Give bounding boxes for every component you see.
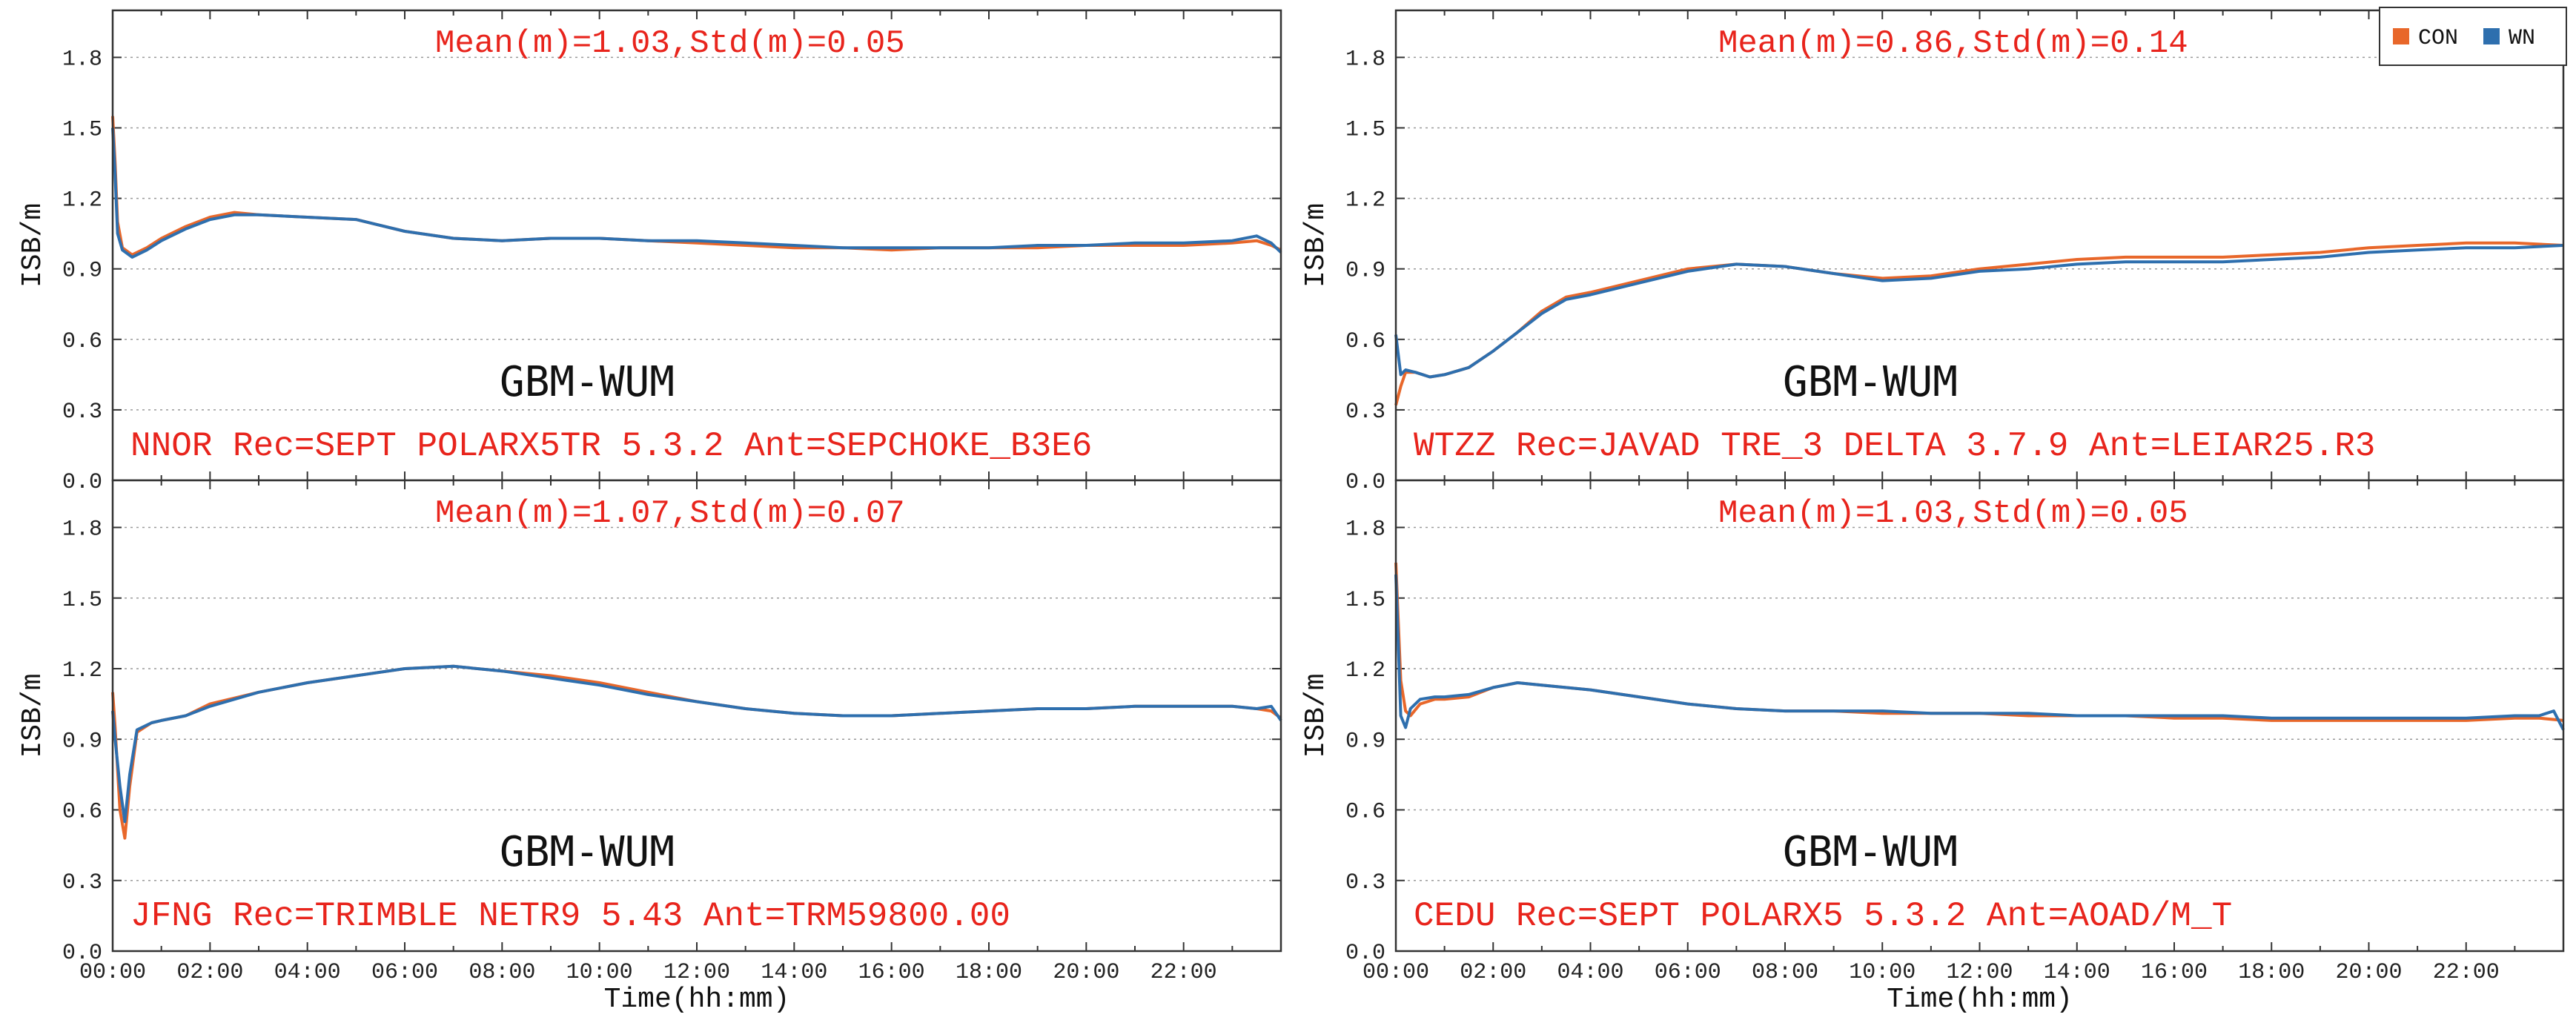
y-tick-label: 1.2 (1345, 658, 1385, 683)
series-line-wn (111, 128, 1282, 259)
y-tick-label: 1.8 (62, 47, 102, 72)
x-tick-label: 14:00 (761, 960, 827, 985)
x-tick-label: 10:00 (566, 960, 633, 985)
station-info: NNOR Rec=SEPT POLARX5TR 5.3.2 Ant=SEPCHO… (130, 427, 1092, 466)
y-axis-label: ISB/m (17, 673, 49, 758)
x-tick-label: 00:00 (1363, 960, 1429, 985)
y-tick-label: 0.3 (1345, 870, 1385, 895)
stats-annotation: Mean(m)=1.07,Std(m)=0.07 (435, 495, 905, 532)
y-tick-label: 0.3 (1345, 400, 1385, 425)
plot-area (113, 480, 1281, 951)
x-tick-label: 02:00 (176, 960, 243, 985)
y-tick-label: 1.8 (1345, 517, 1385, 543)
y-axis-label: ISB/m (17, 203, 49, 288)
x-tick-label: 00:00 (79, 960, 146, 985)
y-tick-label: 1.5 (62, 118, 102, 143)
x-tick-label: 16:00 (2141, 960, 2208, 985)
x-tick-label: 22:00 (1150, 960, 1217, 985)
x-tick-label: 08:00 (1752, 960, 1818, 985)
y-tick-label: 0.0 (62, 470, 102, 495)
y-tick-label: 0.3 (62, 400, 102, 425)
y-tick-label: 0.9 (62, 259, 102, 284)
y-tick-label: 1.2 (1345, 188, 1385, 213)
panel-wtzz: 0.0 0.3 0.6 0.9 1.2 1.5 1.8 ISB/m Mean(m)=0.86,S… (1300, 9, 2565, 495)
stats-annotation: Mean(m)=1.03,Std(m)=0.05 (435, 25, 905, 62)
station-info: CEDU Rec=SEPT POLARX5 5.3.2 Ant=AOAD/M_T (1414, 897, 2232, 936)
station-info: JFNG Rec=TRIMBLE NETR9 5.43 Ant=TRM59800… (130, 897, 1010, 936)
y-tick-label: 1.5 (62, 588, 102, 613)
y-tick-label: 0.9 (1345, 729, 1385, 754)
y-tick-label: 0.6 (62, 329, 102, 354)
legend-label-con: CON (2418, 26, 2458, 51)
panel-cedu: 0.0 0.3 0.6 0.9 1.2 1.5 1.8 00:00 02:00 04:00 06:0… (1300, 479, 2565, 1016)
y-tick-label: 1.8 (62, 517, 102, 543)
y-axis-label: ISB/m (1300, 673, 1332, 758)
x-tick-label: 12:00 (1946, 960, 2013, 985)
y-tick-label: 0.9 (62, 729, 102, 754)
plot-area (1396, 480, 2563, 951)
product-label: GBM-WUM (1783, 358, 1958, 406)
x-tick-label: 10:00 (1849, 960, 1916, 985)
x-tick-label: 22:00 (2433, 960, 2500, 985)
legend-box (2379, 7, 2567, 66)
stats-annotation: Mean(m)=0.86,Std(m)=0.14 (1718, 25, 2188, 62)
x-tick-label: 16:00 (858, 960, 925, 985)
y-tick-label: 1.5 (1345, 588, 1385, 613)
x-tick-label: 12:00 (663, 960, 730, 985)
legend-swatch-con (2393, 28, 2409, 44)
y-tick-label: 1.2 (62, 188, 102, 213)
series-line-wn (111, 664, 1282, 824)
y-tick-label: 1.2 (62, 658, 102, 683)
panels: 0.0 0.3 0.6 0.9 1.2 1.5 1.8 ISB/m Mean(m)=1.03,S… (17, 9, 2565, 1016)
x-tick-label: 02:00 (1460, 960, 1526, 985)
y-tick-label: 1.5 (1345, 118, 1385, 143)
panel-jfng: 0.0 0.3 0.6 0.9 1.2 1.5 1.8 00:00 02:00 04:00 06:0… (17, 479, 1282, 1016)
legend-label-wn: WN (2509, 26, 2535, 51)
product-label: GBM-WUM (1783, 828, 1958, 876)
x-tick-label: 20:00 (1053, 960, 1119, 985)
legend: CON WN (2379, 7, 2567, 66)
x-tick-label: 06:00 (371, 960, 438, 985)
x-tick-label: 04:00 (274, 960, 341, 985)
x-tick-label: 18:00 (2238, 960, 2305, 985)
y-tick-label: 0.0 (62, 941, 102, 966)
y-tick-label: 0.3 (62, 870, 102, 895)
x-tick-label: 08:00 (468, 960, 535, 985)
plot-area (1396, 10, 2563, 480)
series-line-wn (1394, 244, 2564, 379)
plot-frame (1394, 479, 2565, 953)
legend-swatch-wn (2483, 28, 2500, 44)
series-line-wn (1394, 574, 2565, 731)
product-label: GBM-WUM (500, 828, 675, 876)
y-tick-label: 0.6 (62, 800, 102, 825)
x-tick-label: 20:00 (2335, 960, 2402, 985)
product-label: GBM-WUM (500, 358, 675, 406)
y-tick-label: 1.8 (1345, 47, 1385, 72)
station-info: WTZZ Rec=JAVAD TRE_3 DELTA 3.7.9 Ant=LEI… (1414, 427, 2375, 466)
y-axis-label: ISB/m (1300, 203, 1332, 288)
x-axis-label: Time(hh:mm) (604, 984, 790, 1016)
y-tick-label: 0.0 (1345, 941, 1385, 966)
y-tick-label: 0.6 (1345, 329, 1385, 354)
plot-frame (111, 479, 1282, 953)
y-tick-label: 0.6 (1345, 800, 1385, 825)
x-tick-label: 04:00 (1557, 960, 1623, 985)
x-tick-label: 18:00 (956, 960, 1022, 985)
y-tick-label: 0.9 (1345, 259, 1385, 284)
stats-annotation: Mean(m)=1.03,Std(m)=0.05 (1718, 495, 2188, 532)
x-tick-label: 14:00 (2044, 960, 2110, 985)
panel-nnor: 0.0 0.3 0.6 0.9 1.2 1.5 1.8 ISB/m Mean(m)=1.03,S… (17, 9, 1282, 495)
x-tick-label: 06:00 (1655, 960, 1721, 985)
x-axis-label: Time(hh:mm) (1887, 984, 2073, 1016)
y-tick-label: 0.0 (1345, 470, 1385, 495)
